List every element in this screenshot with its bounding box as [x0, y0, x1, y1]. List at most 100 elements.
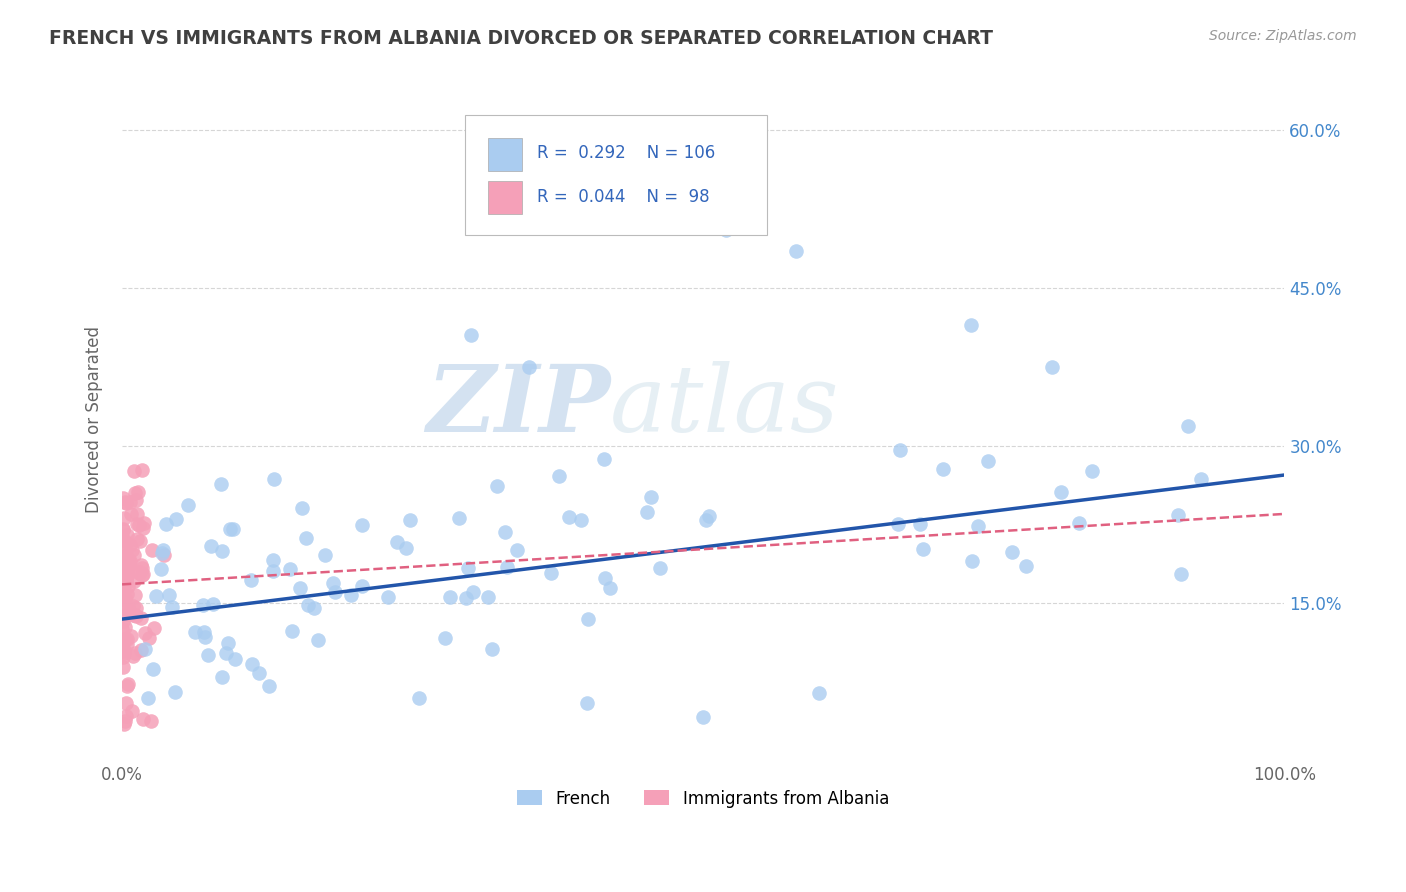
- French: [385, 534, 408, 549]
- Immigrants from Albania: [141, 542, 163, 557]
- Immigrants from Albania: [115, 496, 138, 510]
- Immigrants from Albania: [131, 567, 153, 582]
- Immigrants from Albania: [112, 533, 135, 547]
- French: [460, 328, 482, 343]
- French: [439, 590, 461, 604]
- French: [640, 491, 662, 505]
- Immigrants from Albania: [125, 532, 148, 546]
- French: [291, 500, 314, 515]
- Immigrants from Albania: [120, 629, 142, 643]
- Immigrants from Albania: [118, 538, 141, 552]
- French: [155, 516, 177, 531]
- French: [257, 679, 280, 693]
- French: [648, 561, 671, 575]
- Immigrants from Albania: [131, 463, 153, 477]
- Immigrants from Albania: [114, 632, 136, 647]
- Immigrants from Albania: [117, 564, 139, 578]
- French: [1170, 566, 1192, 581]
- French: [485, 479, 508, 493]
- French: [152, 543, 174, 558]
- French: [408, 691, 430, 706]
- Immigrants from Albania: [131, 558, 153, 572]
- French: [557, 509, 579, 524]
- Immigrants from Albania: [118, 554, 141, 568]
- Immigrants from Albania: [115, 535, 138, 549]
- Immigrants from Albania: [128, 566, 150, 580]
- French: [481, 641, 503, 656]
- Immigrants from Albania: [117, 579, 139, 593]
- French: [240, 657, 263, 672]
- French: [595, 571, 617, 585]
- Immigrants from Albania: [117, 607, 139, 622]
- French: [808, 686, 831, 700]
- French: [145, 590, 167, 604]
- Immigrants from Albania: [114, 620, 136, 634]
- French: [262, 553, 284, 567]
- French: [599, 581, 621, 595]
- French: [785, 244, 807, 258]
- French: [142, 662, 165, 676]
- French: [134, 642, 156, 657]
- French: [215, 646, 238, 660]
- French: [1080, 464, 1102, 478]
- Immigrants from Albania: [115, 573, 138, 587]
- Text: atlas: atlas: [610, 360, 839, 450]
- Immigrants from Albania: [112, 717, 135, 731]
- French: [163, 685, 186, 699]
- Immigrants from Albania: [112, 491, 135, 505]
- Immigrants from Albania: [115, 696, 138, 710]
- Immigrants from Albania: [132, 516, 155, 531]
- French: [194, 630, 217, 644]
- Immigrants from Albania: [111, 591, 134, 606]
- Immigrants from Albania: [112, 588, 135, 602]
- French: [657, 149, 679, 163]
- Immigrants from Albania: [121, 543, 143, 558]
- Y-axis label: Divorced or Separated: Divorced or Separated: [86, 326, 103, 513]
- Immigrants from Albania: [118, 495, 141, 509]
- Immigrants from Albania: [139, 714, 162, 728]
- French: [150, 546, 173, 560]
- French: [323, 585, 346, 599]
- Immigrants from Albania: [112, 646, 135, 660]
- French: [302, 600, 325, 615]
- French: [636, 505, 658, 519]
- French: [295, 531, 318, 545]
- Immigrants from Albania: [124, 588, 146, 602]
- Immigrants from Albania: [124, 601, 146, 615]
- French: [433, 631, 456, 645]
- Immigrants from Albania: [111, 574, 134, 589]
- French: [160, 600, 183, 615]
- Immigrants from Albania: [111, 574, 134, 589]
- French: [297, 598, 319, 612]
- Immigrants from Albania: [111, 582, 134, 597]
- Immigrants from Albania: [115, 679, 138, 693]
- Immigrants from Albania: [117, 558, 139, 573]
- Immigrants from Albania: [138, 632, 160, 646]
- Text: R =  0.044    N =  98: R = 0.044 N = 98: [537, 188, 710, 206]
- Immigrants from Albania: [117, 676, 139, 690]
- French: [136, 691, 159, 706]
- French: [183, 624, 205, 639]
- Immigrants from Albania: [134, 626, 156, 640]
- Immigrants from Albania: [127, 485, 149, 500]
- French: [193, 624, 215, 639]
- French: [209, 477, 232, 491]
- Immigrants from Albania: [125, 516, 148, 531]
- French: [575, 696, 598, 710]
- Immigrants from Albania: [112, 540, 135, 554]
- Immigrants from Albania: [131, 566, 153, 581]
- French: [593, 452, 616, 467]
- Immigrants from Albania: [122, 574, 145, 588]
- Immigrants from Albania: [114, 549, 136, 563]
- Immigrants from Albania: [124, 464, 146, 478]
- French: [547, 468, 569, 483]
- French: [1177, 418, 1199, 433]
- French: [1040, 359, 1063, 374]
- Immigrants from Albania: [112, 601, 135, 615]
- Immigrants from Albania: [115, 548, 138, 562]
- Immigrants from Albania: [114, 591, 136, 605]
- Immigrants from Albania: [112, 660, 135, 674]
- French: [350, 579, 373, 593]
- French: [217, 636, 239, 650]
- Immigrants from Albania: [111, 644, 134, 658]
